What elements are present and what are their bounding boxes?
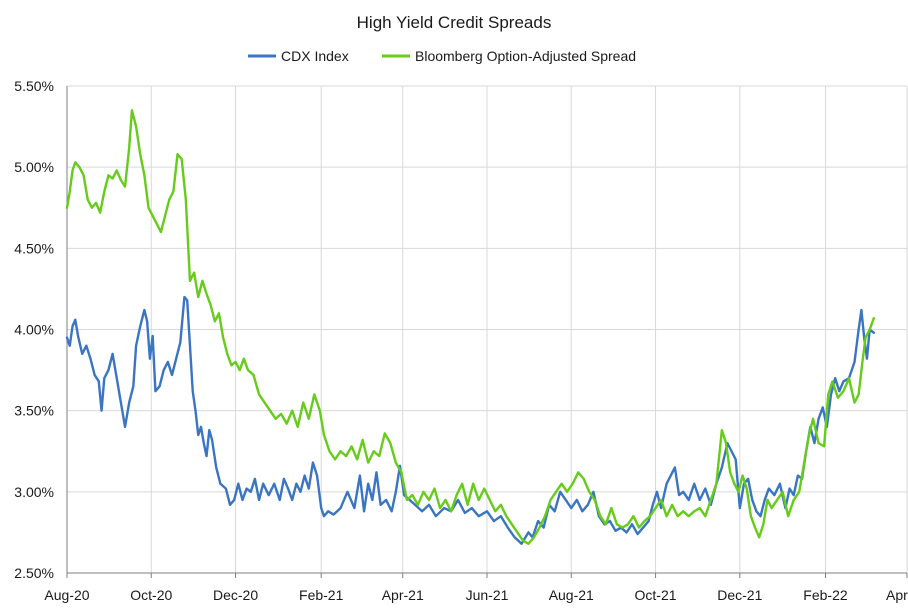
legend: CDX Index Bloomberg Option-Adjusted Spre… [248, 48, 636, 64]
x-tick-label: Apr-22 [886, 587, 908, 603]
x-tick-label: Oct-21 [635, 587, 677, 603]
x-tick-label: Apr-21 [382, 587, 424, 603]
series-lines [65, 109, 876, 545]
x-tick-label: Dec-21 [717, 587, 762, 603]
x-tick-label: Jun-21 [466, 587, 509, 603]
legend-label-bloomberg: Bloomberg Option-Adjusted Spread [415, 48, 636, 64]
y-tick-label: 2.50% [14, 565, 54, 581]
chart-title: High Yield Credit Spreads [357, 13, 552, 32]
y-tick-label: 3.50% [14, 403, 54, 419]
x-tick-label: Feb-22 [803, 587, 848, 603]
y-tick-label: 5.00% [14, 159, 54, 175]
y-axis-ticks: 2.50% 3.00% 3.50% 4.00% 4.50% 5.00% 5.50% [14, 78, 54, 581]
x-tick-label: Feb-21 [299, 587, 344, 603]
cdx-index-line [65, 295, 876, 545]
gridlines [66, 85, 908, 578]
y-tick-label: 4.00% [14, 322, 54, 338]
x-tick-label: Aug-20 [44, 587, 89, 603]
x-tick-label: Dec-20 [213, 587, 258, 603]
y-tick-label: 5.50% [14, 78, 54, 94]
y-tick-label: 4.50% [14, 240, 54, 256]
bloomberg-oas-line [65, 109, 876, 545]
x-axis-ticks: Aug-20 Oct-20 Dec-20 Feb-21 Apr-21 Jun-21 Aug-… [44, 587, 908, 603]
y-tick-label: 3.00% [14, 484, 54, 500]
x-tick-label: Oct-20 [130, 587, 172, 603]
x-tick-label: Aug-21 [549, 587, 594, 603]
legend-label-cdx: CDX Index [281, 48, 349, 64]
